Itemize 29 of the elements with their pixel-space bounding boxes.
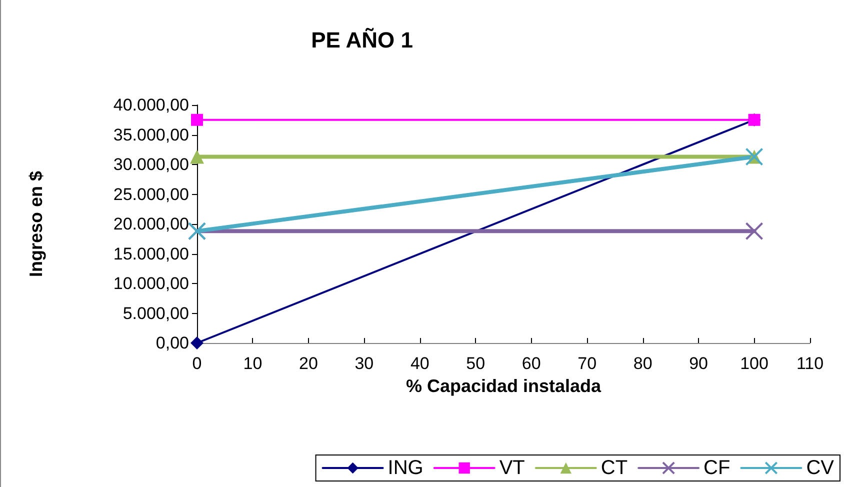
x-tick-label: 30 xyxy=(354,354,374,373)
y-tick-label: 15.000,00 xyxy=(113,244,189,264)
y-tick-label: 5.000,00 xyxy=(122,304,189,323)
x-tick-label: 40 xyxy=(410,354,430,373)
x-tick-label: 20 xyxy=(298,354,318,373)
x-tick-label: 70 xyxy=(578,354,597,373)
x-tick-label: 80 xyxy=(633,354,652,373)
legend-label: ING xyxy=(388,457,424,479)
legend-label: CF xyxy=(704,457,730,479)
x-tick-label: 50 xyxy=(466,354,486,373)
y-tick-label: 0,00 xyxy=(156,334,189,352)
legend-label: CT xyxy=(600,457,628,479)
legend-label: CV xyxy=(806,457,835,479)
legend-label: VT xyxy=(499,457,525,479)
x-tick-label: 60 xyxy=(522,354,541,373)
y-tick-label: 20.000,00 xyxy=(113,214,189,234)
y-tick-label: 30.000,00 xyxy=(113,155,189,174)
x-tick-label: 90 xyxy=(689,354,708,373)
y-tick-label: 10.000,00 xyxy=(113,274,189,293)
y-axis-title: Ingreso en $ xyxy=(26,170,46,278)
x-tick-label: 110 xyxy=(796,354,824,373)
x-tick-label: 100 xyxy=(740,354,768,373)
y-tick-label: 35.000,00 xyxy=(113,125,189,144)
chart-title: PE AÑO 1 xyxy=(311,28,413,52)
y-tick-label: 25.000,00 xyxy=(113,184,189,204)
x-tick-label: 10 xyxy=(243,354,262,373)
x-axis-title: % Capacidad instalada xyxy=(406,376,602,396)
x-tick-label: 0 xyxy=(192,354,202,373)
y-tick-label: 40.000,00 xyxy=(113,96,189,114)
